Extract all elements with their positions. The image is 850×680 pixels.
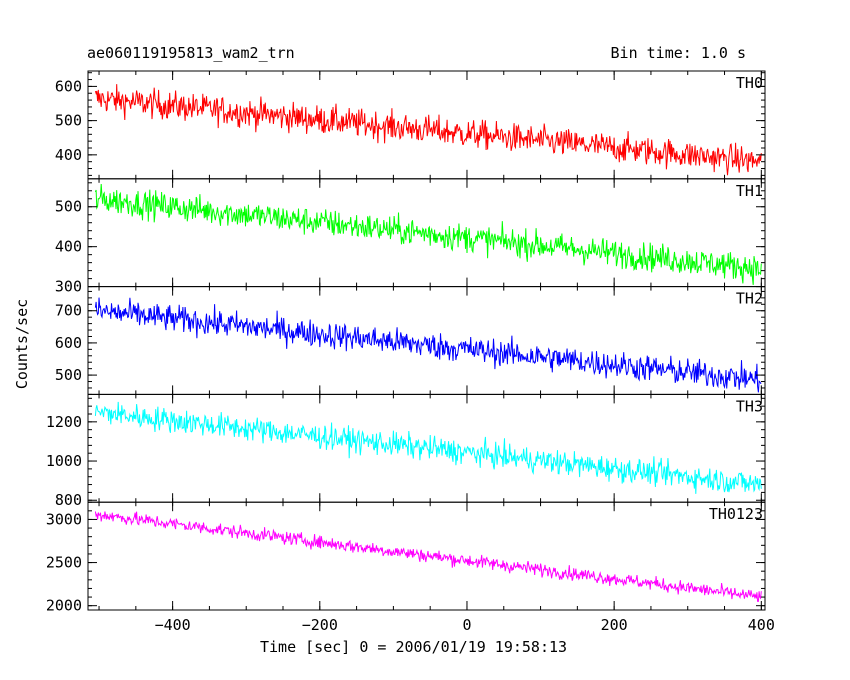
series-line-th0123	[94, 511, 762, 602]
y-tick-label: 400	[55, 238, 82, 256]
y-tick-label: 2500	[46, 554, 82, 572]
series-line-th3	[94, 401, 762, 494]
x-tick-label: −400	[155, 616, 191, 634]
y-tick-label: 1000	[46, 452, 82, 470]
x-tick-label: 0	[462, 616, 471, 634]
x-tick-label: 200	[601, 616, 628, 634]
bin-time-label: Bin time: 1.0 s	[610, 44, 746, 62]
series-label-th2: TH2	[736, 290, 763, 308]
series-label-th0123: TH0123	[709, 505, 763, 523]
y-tick-label: 500	[55, 366, 82, 384]
series-line-th0	[94, 84, 762, 176]
chart-title: ae060119195813_wam2_trn	[87, 44, 295, 62]
y-tick-label: 400	[55, 146, 82, 164]
x-tick-label: −200	[302, 616, 338, 634]
y-tick-label: 700	[55, 302, 82, 320]
y-tick-label: 1200	[46, 413, 82, 431]
series-label-th1: TH1	[736, 182, 763, 200]
series-line-th2	[94, 297, 762, 393]
y-tick-label: 3000	[46, 510, 82, 528]
y-axis-label: Counts/sec	[13, 298, 31, 390]
x-tick-label: 400	[748, 616, 775, 634]
series-line-th1	[94, 183, 762, 285]
y-tick-label: 600	[55, 77, 82, 95]
y-tick-label: 500	[55, 112, 82, 130]
y-tick-label: 600	[55, 334, 82, 352]
panel-frame-th3	[87, 393, 766, 503]
y-tick-label: 500	[55, 198, 82, 216]
y-tick-label: 800	[55, 491, 82, 509]
series-label-th3: TH3	[736, 397, 763, 415]
series-label-th0: TH0	[736, 74, 763, 92]
y-tick-label: 2000	[46, 597, 82, 615]
x-axis-label: Time [sec] 0 = 2006/01/19 19:58:13	[260, 638, 568, 656]
y-tick-label: 300	[55, 278, 82, 296]
panel-frame-th0123	[87, 501, 766, 611]
